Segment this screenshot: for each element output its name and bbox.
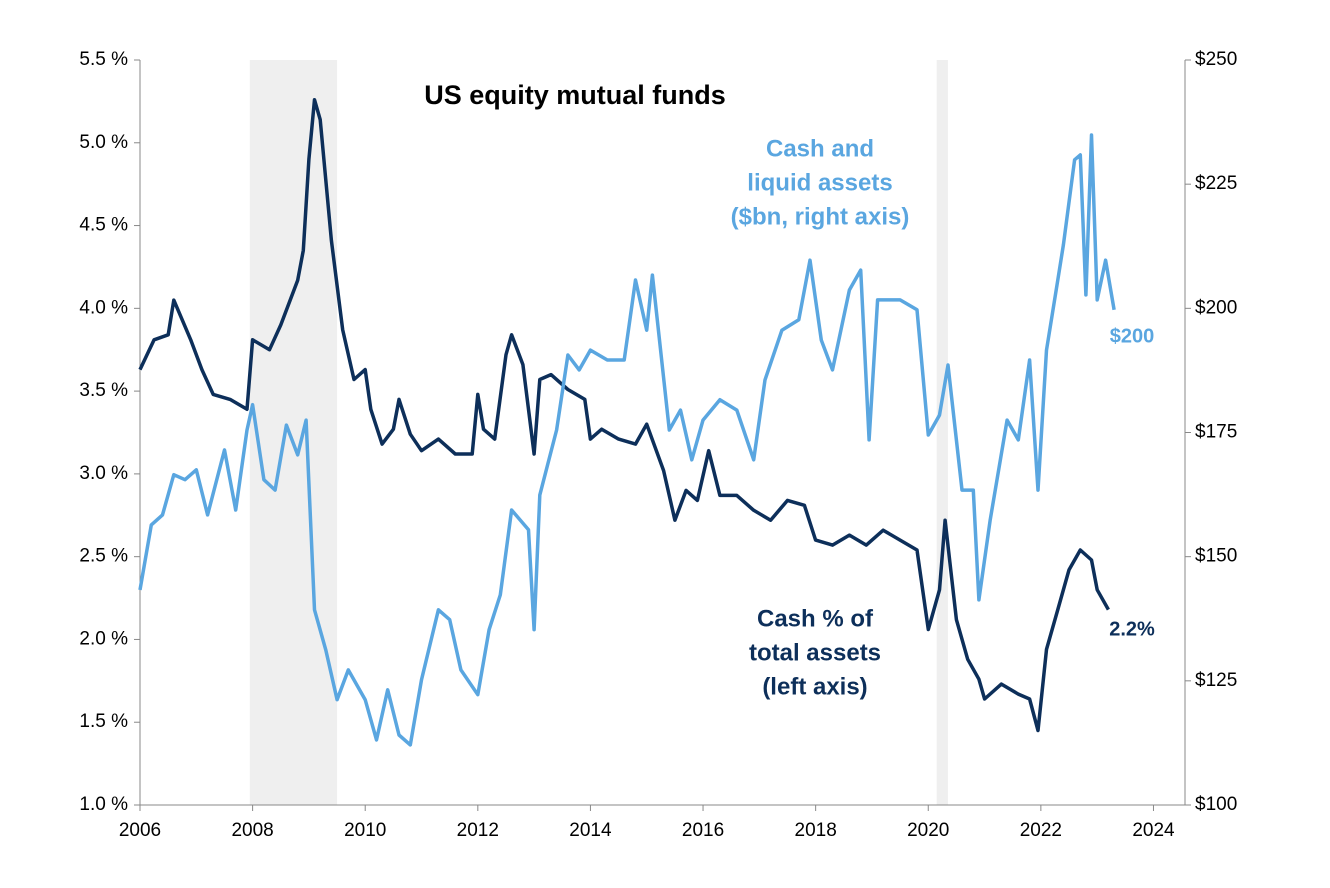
x-tick-label: 2016 (682, 820, 724, 841)
y-tick-label: 3.5 % (79, 380, 128, 401)
series-line (138, 133, 1116, 747)
y-tick-label: 5.0 % (79, 132, 128, 153)
annotation: Cash and (766, 135, 874, 162)
x-tick-label: 2008 (231, 820, 273, 841)
annotation: liquid assets (747, 169, 892, 196)
x-tick-label: 2020 (907, 820, 949, 841)
annotation: (left axis) (762, 673, 867, 700)
y2-tick-label: $125 (1195, 670, 1237, 691)
y2-tick-label: $100 (1195, 794, 1237, 815)
recession-band (249, 60, 338, 805)
annotation: ($bn, right axis) (731, 203, 910, 230)
y-tick-label: 2.5 % (79, 546, 128, 567)
y-tick-label: 4.0 % (79, 297, 128, 318)
y2-tick-label: $175 (1195, 422, 1237, 443)
annotation: $200 (1110, 325, 1155, 347)
chart-title: US equity mutual funds (424, 80, 726, 110)
y-tick-label: 2.0 % (79, 628, 128, 649)
annotation: total assets (749, 639, 881, 666)
x-tick-label: 2012 (457, 820, 499, 841)
y-tick-label: 1.5 % (79, 711, 128, 732)
y2-tick-label: $200 (1195, 297, 1237, 318)
x-tick-label: 2014 (569, 820, 612, 841)
y-tick-label: 5.5 % (79, 49, 128, 70)
series-line (138, 97, 1110, 733)
annotation: 2.2% (1109, 618, 1155, 640)
x-tick-label: 2022 (1020, 820, 1062, 841)
y-tick-label: 4.5 % (79, 215, 128, 236)
x-tick-label: 2006 (119, 820, 161, 841)
recession-band (936, 60, 948, 805)
x-tick-label: 2024 (1132, 820, 1175, 841)
y-tick-label: 1.0 % (79, 794, 128, 815)
y2-tick-label: $250 (1195, 49, 1237, 70)
annotation: Cash % of (757, 605, 874, 632)
y2-tick-label: $150 (1195, 546, 1237, 567)
y-tick-label: 3.0 % (79, 463, 128, 484)
x-tick-label: 2018 (795, 820, 837, 841)
x-tick-label: 2010 (344, 820, 386, 841)
y2-tick-label: $225 (1195, 173, 1237, 194)
